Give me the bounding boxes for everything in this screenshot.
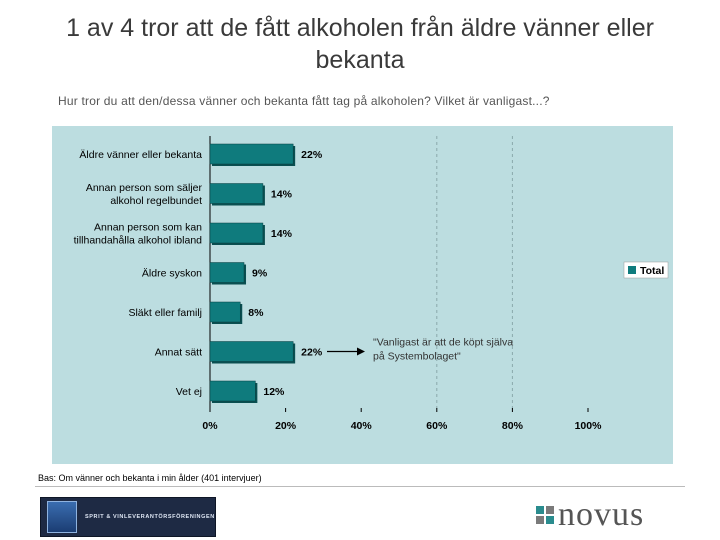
bar (209, 143, 294, 165)
org-logo-text: SPRIT & VINLEVERANTÖRSFÖRENINGEN (85, 514, 215, 520)
chart-area: 0% 20% 40% 60% 80% 100% 22% Äldre vänner eller … (52, 126, 673, 464)
novus-logo-text: novus (558, 496, 645, 533)
footnote: Bas: Om vänner och bekanta i min ålder (… (38, 473, 262, 483)
category-label: alkohol regelbundet (110, 195, 202, 207)
bar (209, 301, 241, 323)
novus-mark-icon (536, 506, 554, 524)
bar-value-label: 8% (248, 307, 264, 319)
category-label: Äldre syskon (142, 268, 202, 280)
bar-value-label: 12% (263, 386, 285, 398)
legend-label: Total (640, 265, 664, 277)
category-label: Äldre vänner eller bekanta (79, 149, 202, 161)
novus-logo: novus (536, 496, 645, 533)
bar-chart: 0% 20% 40% 60% 80% 100% 22% Äldre vänner eller … (74, 136, 669, 432)
category-label: Vet ej (176, 386, 202, 398)
bar (209, 222, 264, 244)
question-text: Hur tror du att den/dessa vänner och bek… (58, 94, 550, 108)
bar (209, 380, 256, 402)
bar (209, 183, 264, 204)
bar-value-label: 22% (301, 149, 323, 161)
x-tick-label: 40% (351, 420, 373, 432)
footer-divider (35, 486, 685, 487)
bar-value-label: 9% (252, 268, 268, 280)
novus-square (546, 516, 554, 524)
bar (209, 341, 294, 362)
x-tick-label: 0% (202, 420, 218, 432)
legend-swatch (628, 266, 636, 274)
org-emblem-icon (47, 501, 77, 533)
annotation-text: på Systembolaget" (373, 351, 461, 363)
category-label: tillhandahålla alkohol ibland (74, 235, 203, 247)
category-label: Annat sätt (155, 347, 202, 359)
category-label: Annan person som kan (94, 222, 202, 234)
annotation-text: "Vanligast är att de köpt själva (373, 337, 513, 349)
x-tick-label: 20% (275, 420, 297, 432)
novus-square (546, 506, 554, 514)
novus-square (536, 506, 544, 514)
page-title: 1 av 4 tror att de fått alkoholen från ä… (66, 14, 654, 74)
annotation-arrowhead (357, 347, 365, 356)
org-logo: SPRIT & VINLEVERANTÖRSFÖRENINGEN (40, 497, 216, 537)
category-label: Annan person som säljer (86, 182, 203, 194)
x-tick-label: 80% (502, 420, 524, 432)
bar-value-label: 14% (271, 189, 293, 201)
x-tick-label: 60% (426, 420, 448, 432)
category-label: Släkt eller familj (128, 307, 202, 319)
bar-value-label: 14% (271, 228, 293, 240)
bar-value-label: 22% (301, 347, 323, 359)
novus-square (536, 516, 544, 524)
x-tick-label: 100% (575, 420, 603, 432)
bar (209, 262, 245, 283)
